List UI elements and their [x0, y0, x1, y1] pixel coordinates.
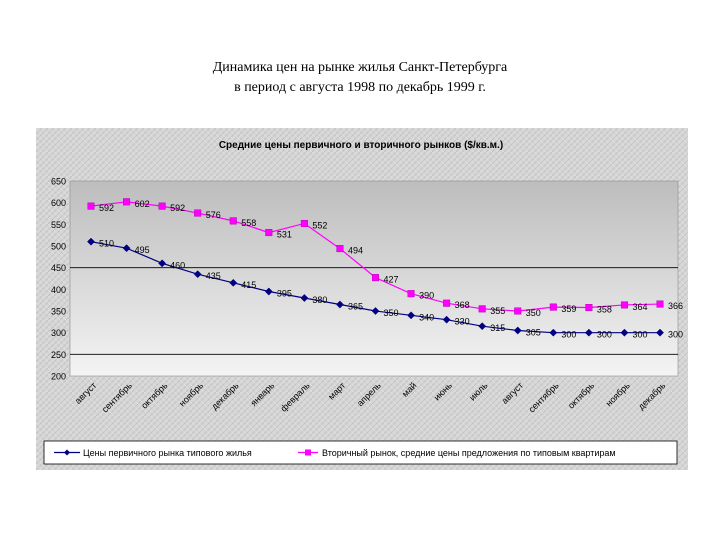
data-label: 495 — [135, 245, 150, 255]
data-label: 359 — [561, 304, 576, 314]
y-tick-label: 300 — [51, 328, 66, 338]
data-point-marker — [656, 300, 664, 308]
data-point-marker — [620, 328, 629, 337]
series-2: 592 602 592 576 558 531 552 494 427 390 368 355 350 3… — [87, 198, 683, 318]
chart-title: Средние цены первичного и вторичного рын… — [219, 140, 503, 151]
slide-title-line-2: в период с августа 1998 по декабрь 1999 … — [234, 80, 486, 95]
data-point-marker — [300, 219, 308, 227]
data-label: 460 — [170, 260, 185, 270]
data-point-marker — [335, 300, 344, 309]
data-label: 602 — [135, 199, 150, 209]
legend: Цены первичного рынка типового жилья Втор… — [43, 440, 678, 465]
chart-frame: Средние цены первичного и вторичного рын… — [36, 128, 688, 470]
y-tick-label: 200 — [51, 372, 66, 382]
data-label: 300 — [668, 330, 683, 340]
data-label: 592 — [170, 203, 185, 213]
data-label: 300 — [561, 330, 576, 340]
data-point-marker — [158, 202, 166, 210]
data-label: 315 — [490, 323, 505, 333]
data-label: 305 — [526, 328, 541, 338]
y-tick-label: 250 — [51, 350, 66, 360]
data-point-marker — [478, 305, 486, 313]
data-point-marker — [371, 307, 380, 315]
legend-label: Вторичный рынок, средние цены предложени… — [322, 448, 616, 458]
data-label: 350 — [526, 308, 541, 318]
data-point-marker — [193, 270, 202, 279]
y-tick-label: 550 — [51, 220, 66, 230]
y-tick-label: 350 — [51, 307, 66, 317]
data-point-marker — [584, 328, 593, 337]
series-1: 510 495 460 435 415 395 380 365 350 340 330 315 305 3… — [87, 237, 683, 340]
data-label: 300 — [597, 330, 612, 340]
data-label: 390 — [419, 291, 434, 301]
legend-marker — [305, 449, 311, 456]
data-point-marker — [194, 209, 202, 217]
data-label: 365 — [348, 302, 363, 312]
data-label: 340 — [419, 312, 434, 322]
data-label: 380 — [312, 295, 327, 305]
data-point-marker — [407, 290, 415, 298]
data-point-marker — [87, 202, 95, 210]
data-label: 558 — [241, 218, 256, 228]
data-label: 366 — [668, 301, 683, 311]
data-point-marker — [514, 307, 522, 315]
data-label: 552 — [312, 220, 327, 230]
slide-title-line-1: Динамика цен на рынке жилья Санкт-Петерб… — [212, 60, 508, 75]
data-label: 494 — [348, 246, 363, 256]
data-label: 592 — [99, 203, 114, 213]
slide-title: Динамика цен на рынке жилья Санкт-Петерб… — [0, 58, 720, 98]
data-label: 364 — [632, 302, 647, 312]
data-label: 510 — [99, 239, 114, 249]
data-point-marker — [229, 278, 238, 287]
data-label: 427 — [384, 275, 399, 285]
data-point-marker — [122, 244, 131, 253]
data-label: 358 — [597, 305, 612, 315]
data-point-marker — [336, 245, 344, 253]
data-point-marker — [407, 311, 416, 320]
data-point-marker — [620, 301, 628, 309]
y-tick-label: 400 — [51, 285, 66, 295]
data-point-marker — [123, 198, 131, 206]
reference-lines — [70, 267, 678, 355]
y-tick-label: 650 — [51, 177, 66, 187]
data-point-marker — [264, 287, 273, 296]
data-label: 368 — [455, 300, 470, 310]
data-point-marker — [585, 304, 593, 312]
data-point-marker — [443, 299, 451, 307]
data-point-marker — [442, 315, 451, 324]
legend-marker — [64, 449, 70, 456]
data-point-marker — [229, 217, 237, 225]
data-point-marker — [513, 326, 522, 335]
data-point-marker — [158, 259, 167, 268]
y-tick-label: 500 — [51, 242, 66, 252]
data-label: 435 — [206, 271, 221, 281]
data-point-marker — [549, 328, 558, 337]
series-layer: 510 495 460 435 415 395 380 365 350 340 330 315 305 3… — [87, 198, 683, 340]
data-point-marker — [656, 328, 664, 337]
data-label: 330 — [455, 317, 470, 327]
data-point-marker — [87, 237, 95, 246]
data-label: 300 — [632, 330, 647, 340]
data-point-marker — [549, 303, 557, 311]
y-axis: 200 250 300 350 400 450 500 550 600 650 — [51, 177, 66, 382]
data-label: 395 — [277, 289, 292, 299]
data-label: 531 — [277, 230, 292, 240]
legend-box — [43, 440, 678, 465]
data-label: 355 — [490, 306, 505, 316]
data-label: 576 — [206, 210, 221, 220]
data-label: 350 — [384, 308, 399, 318]
line-chart: Средние цены первичного и вторичного рын… — [36, 128, 688, 470]
data-label: 415 — [241, 280, 256, 290]
data-point-marker — [372, 274, 380, 282]
y-tick-label: 600 — [51, 198, 66, 208]
data-point-marker — [300, 294, 309, 302]
data-point-marker — [478, 322, 487, 331]
data-point-marker — [265, 229, 273, 237]
legend-label: Цены первичного рынка типового жилья — [83, 448, 252, 458]
y-tick-label: 450 — [51, 263, 66, 273]
